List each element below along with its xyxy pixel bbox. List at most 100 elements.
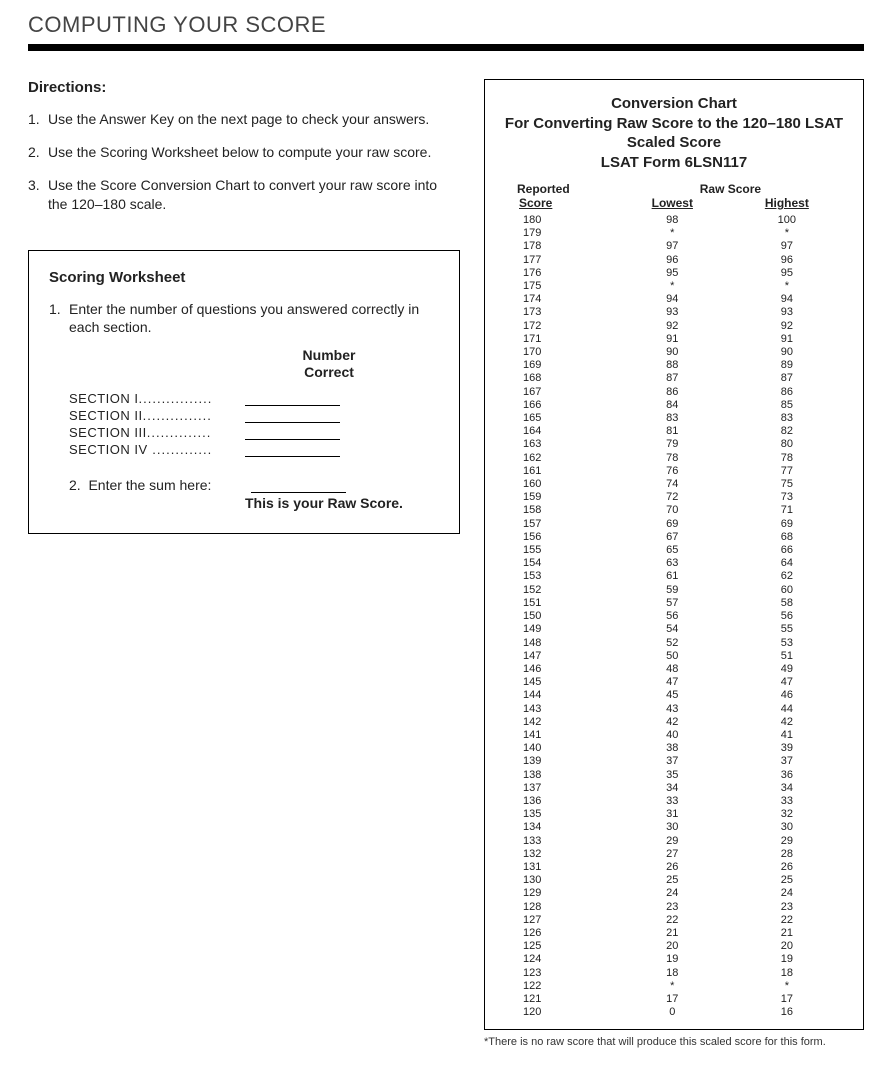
chart-title-line2: For Converting Raw Score to the 120–180 … — [505, 115, 843, 132]
raw-lowest: 45 — [616, 689, 729, 702]
chart-row: 1627878 — [503, 452, 845, 465]
reported-score: 153 — [503, 570, 616, 583]
raw-highest: 85 — [729, 399, 845, 412]
raw-highest: 77 — [729, 465, 845, 478]
chart-row: 122** — [503, 980, 845, 993]
reported-score: 147 — [503, 650, 616, 663]
reported-score: 169 — [503, 359, 616, 372]
raw-lowest: 72 — [616, 491, 729, 504]
blank-line — [245, 443, 340, 457]
raw-highest: 18 — [729, 967, 845, 980]
chart-row: 1597273 — [503, 491, 845, 504]
reported-score: 133 — [503, 835, 616, 848]
raw-lowest: 95 — [616, 267, 729, 280]
raw-highest: 80 — [729, 438, 845, 451]
chart-row: 1353132 — [503, 808, 845, 821]
raw-lowest: 91 — [616, 333, 729, 346]
raw-highest: 96 — [729, 254, 845, 267]
raw-highest: 29 — [729, 835, 845, 848]
raw-highest: 39 — [729, 742, 845, 755]
raw-highest: 51 — [729, 650, 845, 663]
raw-highest: 53 — [729, 637, 845, 650]
reported-score: 142 — [503, 716, 616, 729]
raw-lowest: 37 — [616, 755, 729, 768]
raw-highest: 94 — [729, 293, 845, 306]
reported-score: 152 — [503, 584, 616, 597]
chart-sub-header: Score Lowest Highest — [503, 196, 845, 210]
reported-score: 148 — [503, 637, 616, 650]
reported-score: 129 — [503, 887, 616, 900]
raw-highest: 56 — [729, 610, 845, 623]
chart-row: 18098100 — [503, 214, 845, 227]
reported-score: 126 — [503, 927, 616, 940]
chart-row: 1658383 — [503, 412, 845, 425]
raw-lowest: 74 — [616, 478, 729, 491]
raw-highest: 37 — [729, 755, 845, 768]
step-text: Enter the sum here: — [88, 477, 211, 493]
chart-row: 1211717 — [503, 993, 845, 1006]
section-label: SECTION III.............. — [69, 425, 239, 440]
scoring-worksheet-heading: Scoring Worksheet — [49, 269, 439, 286]
raw-highest: 34 — [729, 782, 845, 795]
conversion-chart-box: Conversion Chart For Converting Raw Scor… — [484, 79, 864, 1030]
raw-lowest: 48 — [616, 663, 729, 676]
chart-row: 1678686 — [503, 386, 845, 399]
raw-lowest: 52 — [616, 637, 729, 650]
raw-lowest: 40 — [616, 729, 729, 742]
raw-highest: 69 — [729, 518, 845, 531]
raw-highest: 26 — [729, 861, 845, 874]
sum-label: 2. Enter the sum here: — [49, 477, 245, 493]
raw-lowest: 18 — [616, 967, 729, 980]
chart-row: 1424242 — [503, 716, 845, 729]
raw-lowest: 96 — [616, 254, 729, 267]
chart-row: 1789797 — [503, 240, 845, 253]
chart-row: 1779696 — [503, 254, 845, 267]
reported-score: 135 — [503, 808, 616, 821]
reported-score: 140 — [503, 742, 616, 755]
raw-lowest: 30 — [616, 821, 729, 834]
raw-lowest: 88 — [616, 359, 729, 372]
raw-highest: 28 — [729, 848, 845, 861]
chart-row: 1262121 — [503, 927, 845, 940]
raw-highest: 82 — [729, 425, 845, 438]
chart-row: 1363333 — [503, 795, 845, 808]
raw-lowest: 23 — [616, 901, 729, 914]
chart-row: 120016 — [503, 1006, 845, 1019]
chart-row: 1536162 — [503, 570, 845, 583]
chart-row: 1292424 — [503, 887, 845, 900]
raw-lowest: 22 — [616, 914, 729, 927]
raw-highest: 17 — [729, 993, 845, 1006]
chart-row: 1698889 — [503, 359, 845, 372]
scoring-worksheet-box: Scoring Worksheet 1. Enter the number of… — [28, 250, 460, 534]
raw-lowest: 98 — [616, 214, 729, 227]
reported-score: 123 — [503, 967, 616, 980]
raw-lowest: 70 — [616, 504, 729, 517]
chart-row: 179** — [503, 227, 845, 240]
reported-score: 130 — [503, 874, 616, 887]
reported-score: 151 — [503, 597, 616, 610]
item-text: Use the Scoring Worksheet below to compu… — [48, 143, 460, 162]
chart-row: 1495455 — [503, 623, 845, 636]
raw-lowest: 97 — [616, 240, 729, 253]
chart-row: 1475051 — [503, 650, 845, 663]
reported-score: 134 — [503, 821, 616, 834]
chart-row: 1312626 — [503, 861, 845, 874]
raw-lowest: 17 — [616, 993, 729, 1006]
chart-row: 1302525 — [503, 874, 845, 887]
chart-row: 1769595 — [503, 267, 845, 280]
chart-row: 1556566 — [503, 544, 845, 557]
raw-highest: 87 — [729, 372, 845, 385]
chart-row: 1749494 — [503, 293, 845, 306]
reported-score: 156 — [503, 531, 616, 544]
chart-row: 1454747 — [503, 676, 845, 689]
item-number: 2. — [28, 143, 48, 162]
chart-row: 1709090 — [503, 346, 845, 359]
raw-lowest: 29 — [616, 835, 729, 848]
chart-row: 1505656 — [503, 610, 845, 623]
raw-highest: 22 — [729, 914, 845, 927]
raw-highest: 24 — [729, 887, 845, 900]
reported-score: 166 — [503, 399, 616, 412]
raw-lowest: 31 — [616, 808, 729, 821]
reported-score: 139 — [503, 755, 616, 768]
title-rule — [28, 44, 864, 51]
